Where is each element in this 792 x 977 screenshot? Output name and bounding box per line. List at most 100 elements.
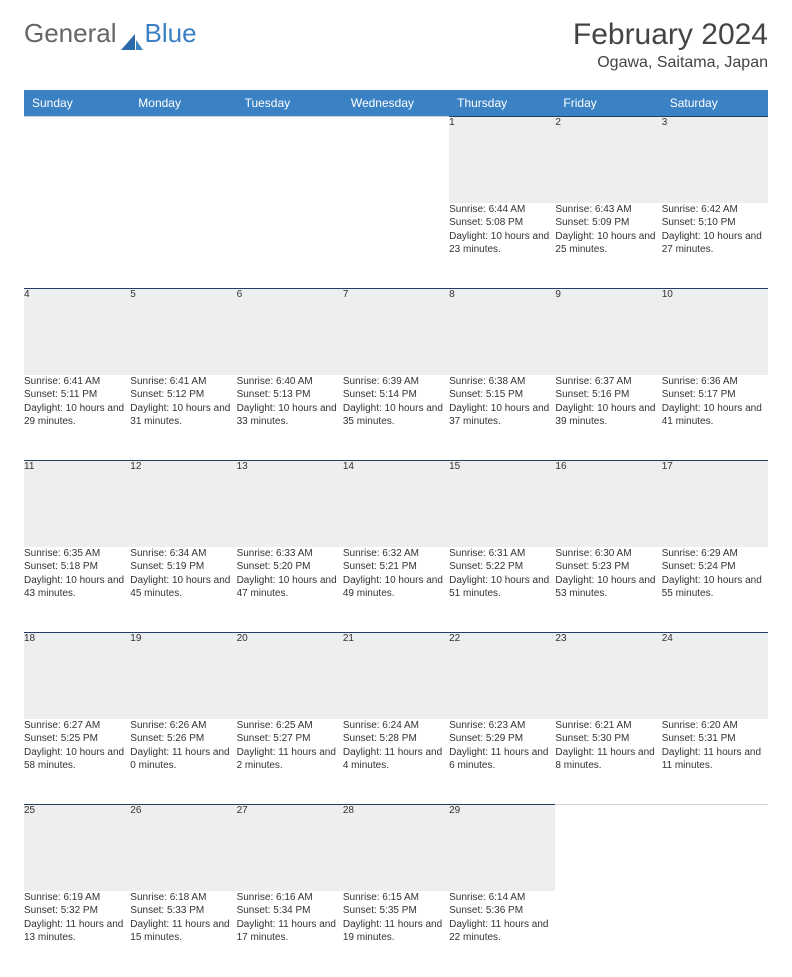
weekday-header: Thursday xyxy=(449,90,555,117)
daylight-text: Daylight: 10 hours and 31 minutes. xyxy=(130,402,236,429)
logo: General Blue xyxy=(24,18,197,49)
daylight-text: Daylight: 10 hours and 27 minutes. xyxy=(662,230,768,257)
daylight-text: Daylight: 10 hours and 58 minutes. xyxy=(24,746,130,773)
daylight-text: Daylight: 10 hours and 37 minutes. xyxy=(449,402,555,429)
location-label: Ogawa, Saitama, Japan xyxy=(573,54,768,72)
sunrise-text: Sunrise: 6:19 AM xyxy=(24,891,130,905)
day-content-cell: Sunrise: 6:19 AMSunset: 5:32 PMDaylight:… xyxy=(24,891,130,977)
day-number-cell: 20 xyxy=(237,633,343,719)
day-content-cell: Sunrise: 6:30 AMSunset: 5:23 PMDaylight:… xyxy=(555,547,661,633)
weekday-header: Saturday xyxy=(662,90,768,117)
day-content-cell: Sunrise: 6:34 AMSunset: 5:19 PMDaylight:… xyxy=(130,547,236,633)
sunrise-text: Sunrise: 6:21 AM xyxy=(555,719,661,733)
day-content-cell: Sunrise: 6:14 AMSunset: 5:36 PMDaylight:… xyxy=(449,891,555,977)
day-number-row: 18192021222324 xyxy=(24,633,768,719)
day-number-cell: 3 xyxy=(662,117,768,203)
day-number-row: 11121314151617 xyxy=(24,461,768,547)
day-content-cell xyxy=(555,891,661,977)
day-content-cell xyxy=(237,203,343,289)
day-content-cell: Sunrise: 6:33 AMSunset: 5:20 PMDaylight:… xyxy=(237,547,343,633)
day-content-row: Sunrise: 6:19 AMSunset: 5:32 PMDaylight:… xyxy=(24,891,768,977)
daylight-text: Daylight: 10 hours and 23 minutes. xyxy=(449,230,555,257)
daylight-text: Daylight: 10 hours and 43 minutes. xyxy=(24,574,130,601)
day-number-cell: 6 xyxy=(237,289,343,375)
sunset-text: Sunset: 5:20 PM xyxy=(237,560,343,574)
day-content-cell: Sunrise: 6:36 AMSunset: 5:17 PMDaylight:… xyxy=(662,375,768,461)
logo-text-2: Blue xyxy=(145,18,197,49)
day-content-cell: Sunrise: 6:39 AMSunset: 5:14 PMDaylight:… xyxy=(343,375,449,461)
sunrise-text: Sunrise: 6:37 AM xyxy=(555,375,661,389)
sunrise-text: Sunrise: 6:35 AM xyxy=(24,547,130,561)
sunset-text: Sunset: 5:18 PM xyxy=(24,560,130,574)
daylight-text: Daylight: 10 hours and 55 minutes. xyxy=(662,574,768,601)
daylight-text: Daylight: 10 hours and 39 minutes. xyxy=(555,402,661,429)
daylight-text: Daylight: 11 hours and 6 minutes. xyxy=(449,746,555,773)
daylight-text: Daylight: 10 hours and 33 minutes. xyxy=(237,402,343,429)
day-content-cell: Sunrise: 6:25 AMSunset: 5:27 PMDaylight:… xyxy=(237,719,343,805)
day-number-cell: 21 xyxy=(343,633,449,719)
sunset-text: Sunset: 5:35 PM xyxy=(343,904,449,918)
sunset-text: Sunset: 5:22 PM xyxy=(449,560,555,574)
day-content-cell: Sunrise: 6:38 AMSunset: 5:15 PMDaylight:… xyxy=(449,375,555,461)
title-block: February 2024 Ogawa, Saitama, Japan xyxy=(573,18,768,72)
sunset-text: Sunset: 5:24 PM xyxy=(662,560,768,574)
day-number-cell: 19 xyxy=(130,633,236,719)
sunset-text: Sunset: 5:31 PM xyxy=(662,732,768,746)
day-number-cell: 5 xyxy=(130,289,236,375)
daylight-text: Daylight: 11 hours and 0 minutes. xyxy=(130,746,236,773)
weekday-header: Monday xyxy=(130,90,236,117)
sunset-text: Sunset: 5:16 PM xyxy=(555,388,661,402)
sunrise-text: Sunrise: 6:41 AM xyxy=(24,375,130,389)
daylight-text: Daylight: 10 hours and 49 minutes. xyxy=(343,574,449,601)
day-number-cell: 8 xyxy=(449,289,555,375)
sunset-text: Sunset: 5:21 PM xyxy=(343,560,449,574)
weekday-header: Sunday xyxy=(24,90,130,117)
daylight-text: Daylight: 10 hours and 35 minutes. xyxy=(343,402,449,429)
sunrise-text: Sunrise: 6:44 AM xyxy=(449,203,555,217)
day-content-cell: Sunrise: 6:21 AMSunset: 5:30 PMDaylight:… xyxy=(555,719,661,805)
day-number-cell xyxy=(662,805,768,891)
day-number-cell: 1 xyxy=(449,117,555,203)
sunrise-text: Sunrise: 6:32 AM xyxy=(343,547,449,561)
sunset-text: Sunset: 5:15 PM xyxy=(449,388,555,402)
day-number-cell: 15 xyxy=(449,461,555,547)
day-content-row: Sunrise: 6:44 AMSunset: 5:08 PMDaylight:… xyxy=(24,203,768,289)
daylight-text: Daylight: 10 hours and 53 minutes. xyxy=(555,574,661,601)
sunrise-text: Sunrise: 6:40 AM xyxy=(237,375,343,389)
day-number-row: 123 xyxy=(24,117,768,203)
day-number-cell: 10 xyxy=(662,289,768,375)
sunset-text: Sunset: 5:30 PM xyxy=(555,732,661,746)
day-content-cell: Sunrise: 6:20 AMSunset: 5:31 PMDaylight:… xyxy=(662,719,768,805)
day-number-cell xyxy=(237,117,343,203)
day-content-cell xyxy=(662,891,768,977)
day-number-cell: 13 xyxy=(237,461,343,547)
day-number-cell: 12 xyxy=(130,461,236,547)
sunrise-text: Sunrise: 6:25 AM xyxy=(237,719,343,733)
day-content-cell: Sunrise: 6:18 AMSunset: 5:33 PMDaylight:… xyxy=(130,891,236,977)
day-content-row: Sunrise: 6:41 AMSunset: 5:11 PMDaylight:… xyxy=(24,375,768,461)
sunrise-text: Sunrise: 6:23 AM xyxy=(449,719,555,733)
day-content-cell: Sunrise: 6:41 AMSunset: 5:12 PMDaylight:… xyxy=(130,375,236,461)
logo-text-1: General xyxy=(24,18,117,49)
day-number-cell: 9 xyxy=(555,289,661,375)
day-content-cell xyxy=(130,203,236,289)
day-number-cell: 26 xyxy=(130,805,236,891)
sunset-text: Sunset: 5:08 PM xyxy=(449,216,555,230)
day-number-cell: 18 xyxy=(24,633,130,719)
weekday-header: Wednesday xyxy=(343,90,449,117)
day-number-cell: 25 xyxy=(24,805,130,891)
daylight-text: Daylight: 11 hours and 13 minutes. xyxy=(24,918,130,945)
sunset-text: Sunset: 5:19 PM xyxy=(130,560,236,574)
sunset-text: Sunset: 5:25 PM xyxy=(24,732,130,746)
day-content-cell: Sunrise: 6:41 AMSunset: 5:11 PMDaylight:… xyxy=(24,375,130,461)
sunrise-text: Sunrise: 6:34 AM xyxy=(130,547,236,561)
day-number-cell: 28 xyxy=(343,805,449,891)
day-content-row: Sunrise: 6:35 AMSunset: 5:18 PMDaylight:… xyxy=(24,547,768,633)
sunset-text: Sunset: 5:23 PM xyxy=(555,560,661,574)
sunset-text: Sunset: 5:09 PM xyxy=(555,216,661,230)
day-number-row: 45678910 xyxy=(24,289,768,375)
calendar-header-row: SundayMondayTuesdayWednesdayThursdayFrid… xyxy=(24,90,768,117)
day-content-cell: Sunrise: 6:40 AMSunset: 5:13 PMDaylight:… xyxy=(237,375,343,461)
month-title: February 2024 xyxy=(573,18,768,52)
day-number-cell: 2 xyxy=(555,117,661,203)
